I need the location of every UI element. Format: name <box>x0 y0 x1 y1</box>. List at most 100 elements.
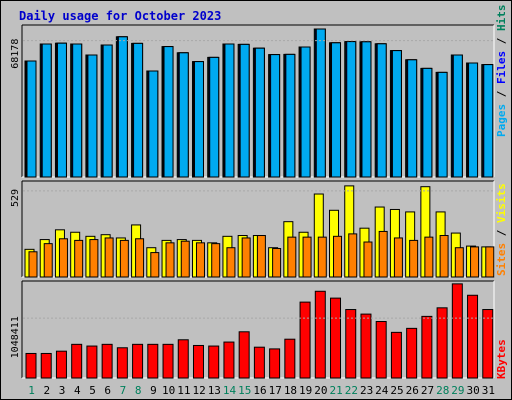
pages-bar <box>224 43 235 178</box>
pages-bar <box>391 50 402 178</box>
x-tick-label: 4 <box>74 384 81 397</box>
x-tick-label: 22 <box>345 384 358 397</box>
sites-bar <box>135 238 145 278</box>
chart-title: Daily usage for October 2023 <box>19 9 222 23</box>
pages-bar <box>41 43 52 178</box>
pages-bar <box>72 43 83 178</box>
kbytes-bar <box>436 307 448 379</box>
sites-bar <box>256 235 266 278</box>
kbytes-bar <box>55 350 67 379</box>
legend-sites-visits: Sites / Visits <box>495 183 508 276</box>
x-tick-label: 12 <box>192 384 205 397</box>
x-tick-label: 21 <box>330 384 343 397</box>
pages-bar <box>117 36 128 178</box>
kbytes-bar <box>345 309 357 379</box>
kbytes-bar <box>269 348 281 379</box>
kbytes-bar <box>253 346 265 379</box>
sites-bar <box>28 251 38 278</box>
kbytes-bar <box>406 327 418 379</box>
pages-bar <box>315 28 326 178</box>
kbytes-bar <box>223 341 235 379</box>
sites-bar <box>150 252 160 278</box>
kbytes-bar <box>25 352 37 379</box>
x-tick-label: 28 <box>436 384 449 397</box>
kbytes-bar <box>162 343 174 379</box>
x-tick-label: 20 <box>314 384 327 397</box>
pages-bar <box>346 41 357 178</box>
x-tick-label: 6 <box>104 384 111 397</box>
pages-bar <box>407 59 418 178</box>
sites-bar <box>165 242 175 278</box>
x-tick-label: 18 <box>284 384 297 397</box>
sites-bar <box>226 247 236 278</box>
pages-bar <box>270 54 281 178</box>
pages-bar <box>239 43 250 178</box>
kbytes-bar <box>86 345 98 379</box>
kbytes-bar <box>330 297 342 379</box>
x-tick-label: 19 <box>299 384 312 397</box>
sites-bar <box>119 239 129 278</box>
sites-bar <box>409 239 419 278</box>
kbytes-bar <box>390 331 402 379</box>
pages-bar <box>87 54 98 178</box>
kbytes-bar <box>192 344 204 379</box>
kbytes-bar <box>238 331 250 379</box>
x-tick-label: 13 <box>208 384 221 397</box>
sites-bar <box>348 233 358 278</box>
kbytes-bar <box>40 352 52 379</box>
x-tick-label: 8 <box>135 384 142 397</box>
sites-bar <box>180 240 190 278</box>
x-tick-label: 30 <box>467 384 480 397</box>
pages-bar <box>422 67 433 178</box>
pages-bar <box>452 54 463 178</box>
pages-bar <box>254 47 265 178</box>
kbytes-bar <box>467 294 479 379</box>
pages-bar <box>56 42 67 178</box>
kbytes-bar <box>132 343 144 379</box>
sites-bar <box>58 238 68 278</box>
sites-bar <box>104 237 114 278</box>
kbytes-bar <box>299 301 311 379</box>
legend-pages-files-hits: Pages / Files / Hits <box>495 5 508 138</box>
kbytes-bar <box>451 283 463 379</box>
sites-bar <box>363 241 373 278</box>
sites-bar <box>454 247 464 278</box>
x-tick-label: 15 <box>238 384 251 397</box>
x-tick-label: 31 <box>482 384 495 397</box>
pages-bar <box>300 46 311 178</box>
kbytes-bar <box>375 321 387 379</box>
pages-bar <box>102 44 113 178</box>
x-tick-label: 11 <box>177 384 190 397</box>
x-tick-label: 1 <box>28 384 35 397</box>
sites-bar <box>393 237 403 278</box>
pages-bar <box>285 53 296 178</box>
sites-bar <box>287 236 297 278</box>
x-tick-label: 24 <box>375 384 389 397</box>
x-tick-label: 9 <box>150 384 157 397</box>
x-tick-label: 5 <box>89 384 96 397</box>
pages-bar <box>26 60 37 178</box>
kbytes-bar <box>147 343 159 379</box>
y-max-label: 1048411 <box>10 316 21 358</box>
pages-bar <box>483 64 494 178</box>
kbytes-bar <box>71 343 83 379</box>
pages-bar <box>133 42 144 178</box>
kbytes-bar <box>360 313 372 379</box>
x-tick-label: 10 <box>162 384 175 397</box>
legend-kbytes: KBytes <box>495 339 508 379</box>
sites-bar <box>74 239 84 278</box>
sites-bar <box>302 236 312 278</box>
sites-bar <box>317 236 327 278</box>
sites-bar <box>333 235 343 278</box>
sites-bar <box>195 242 205 278</box>
y-max-label: 68178 <box>10 39 21 69</box>
sites-bar <box>272 248 282 278</box>
pages-bar <box>376 43 387 178</box>
x-tick-label: 7 <box>120 384 127 397</box>
pages-bar <box>163 46 174 178</box>
sites-bar <box>378 230 388 278</box>
x-tick-label: 2 <box>44 384 51 397</box>
sites-bar <box>89 239 99 278</box>
